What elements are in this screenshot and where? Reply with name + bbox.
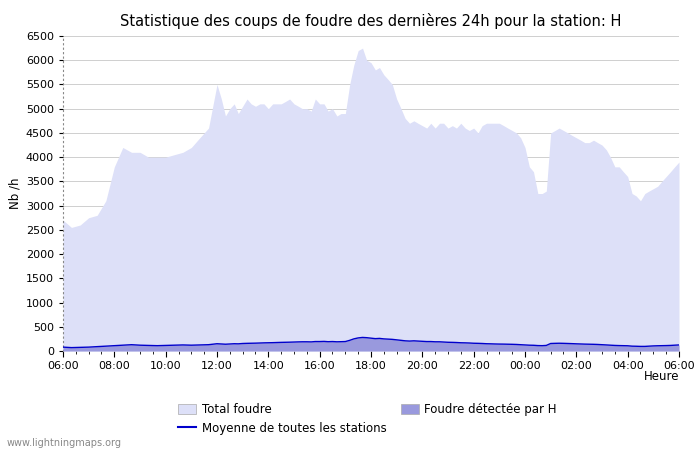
Legend: Total foudre, Moyenne de toutes les stations, Foudre détectée par H: Total foudre, Moyenne de toutes les stat…: [174, 398, 561, 440]
Y-axis label: Nb /h: Nb /h: [8, 178, 22, 209]
Text: Heure: Heure: [643, 370, 679, 383]
Title: Statistique des coups de foudre des dernières 24h pour la station: H: Statistique des coups de foudre des dern…: [120, 14, 622, 29]
Text: www.lightningmaps.org: www.lightningmaps.org: [7, 438, 122, 448]
